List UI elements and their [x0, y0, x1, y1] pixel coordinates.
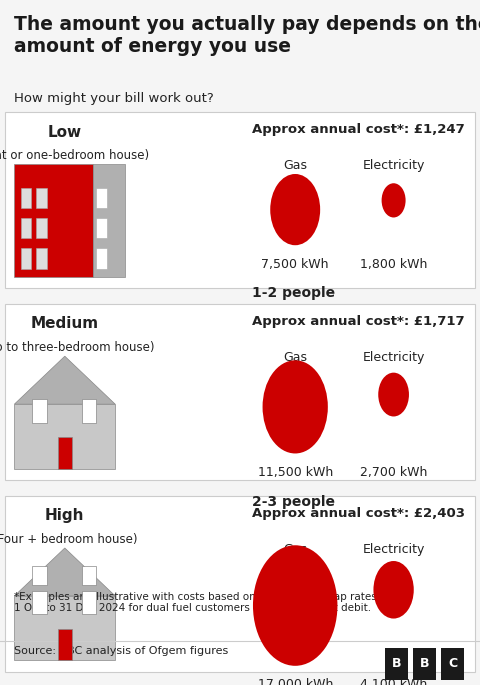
FancyBboxPatch shape [14, 164, 93, 277]
Text: High: High [45, 508, 84, 523]
Text: Approx annual cost*: £2,403: Approx annual cost*: £2,403 [252, 507, 465, 520]
Text: (Flat or one-bedroom house): (Flat or one-bedroom house) [0, 149, 149, 162]
Text: Approx annual cost*: £1,717: Approx annual cost*: £1,717 [252, 315, 465, 328]
FancyBboxPatch shape [36, 188, 47, 208]
Text: (Four + bedroom house): (Four + bedroom house) [0, 533, 137, 546]
Polygon shape [14, 356, 115, 404]
FancyBboxPatch shape [5, 304, 475, 480]
FancyBboxPatch shape [36, 248, 47, 269]
FancyBboxPatch shape [32, 399, 47, 423]
FancyBboxPatch shape [32, 566, 47, 585]
Text: 2-3 people: 2-3 people [252, 495, 335, 508]
Text: Gas: Gas [283, 159, 307, 172]
Text: Low: Low [48, 125, 82, 140]
FancyBboxPatch shape [82, 399, 96, 423]
FancyBboxPatch shape [14, 404, 115, 469]
Circle shape [373, 561, 414, 619]
Polygon shape [14, 548, 115, 596]
Circle shape [253, 545, 337, 666]
Text: Approx annual cost*: £1,247: Approx annual cost*: £1,247 [252, 123, 465, 136]
Text: 7,500 kWh: 7,500 kWh [262, 258, 329, 271]
Text: B: B [420, 657, 429, 670]
Text: 1-2 people: 1-2 people [252, 286, 335, 300]
Text: Electricity: Electricity [362, 543, 425, 556]
Circle shape [378, 373, 409, 416]
FancyBboxPatch shape [58, 437, 72, 469]
Text: C: C [448, 657, 457, 670]
Text: 17,000 kWh: 17,000 kWh [257, 678, 333, 685]
FancyBboxPatch shape [96, 218, 107, 238]
Text: The amount you actually pay depends on the
amount of energy you use: The amount you actually pay depends on t… [14, 15, 480, 56]
Text: B: B [392, 657, 401, 670]
Text: Gas: Gas [283, 351, 307, 364]
Text: 11,500 kWh: 11,500 kWh [258, 466, 333, 479]
Circle shape [263, 360, 328, 453]
FancyBboxPatch shape [96, 248, 107, 269]
FancyBboxPatch shape [21, 248, 31, 269]
FancyBboxPatch shape [96, 188, 107, 208]
FancyBboxPatch shape [5, 112, 475, 288]
Circle shape [382, 184, 406, 218]
Text: 1,800 kWh: 1,800 kWh [360, 258, 427, 271]
FancyBboxPatch shape [385, 648, 408, 680]
Text: 4,100 kWh: 4,100 kWh [360, 678, 427, 685]
FancyBboxPatch shape [36, 218, 47, 238]
Text: Medium: Medium [31, 316, 99, 332]
Text: Electricity: Electricity [362, 351, 425, 364]
FancyBboxPatch shape [82, 566, 96, 585]
FancyBboxPatch shape [21, 188, 31, 208]
FancyBboxPatch shape [413, 648, 436, 680]
Text: Source: BBC analysis of Ofgem figures: Source: BBC analysis of Ofgem figures [14, 646, 228, 656]
FancyBboxPatch shape [82, 591, 96, 614]
Circle shape [270, 174, 320, 245]
FancyBboxPatch shape [5, 496, 475, 672]
FancyBboxPatch shape [58, 629, 72, 660]
Text: *Examples are illustrative with costs based on energy price cap rates for
1 Oct : *Examples are illustrative with costs ba… [14, 592, 395, 614]
Text: Gas: Gas [283, 543, 307, 556]
FancyBboxPatch shape [21, 218, 31, 238]
FancyBboxPatch shape [441, 648, 464, 680]
Text: 2,700 kWh: 2,700 kWh [360, 466, 427, 479]
Text: Electricity: Electricity [362, 159, 425, 172]
Text: (Two to three-bedroom house): (Two to three-bedroom house) [0, 341, 154, 354]
FancyBboxPatch shape [93, 164, 125, 277]
FancyBboxPatch shape [32, 591, 47, 614]
FancyBboxPatch shape [14, 596, 115, 660]
Text: How might your bill work out?: How might your bill work out? [14, 92, 214, 105]
